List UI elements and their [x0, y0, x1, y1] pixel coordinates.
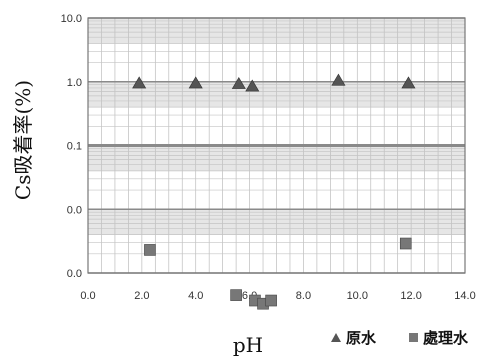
data-point-square: [399, 237, 412, 250]
data-points: [132, 73, 416, 310]
x-tick-label: 14.0: [454, 290, 475, 302]
y-axis-ticks: 0.00.00.11.010.0100.0: [61, 13, 82, 280]
data-point-triangle: [401, 76, 416, 89]
x-tick-label: 8.0: [296, 290, 311, 302]
y-tick-label: 1.0: [67, 77, 82, 89]
data-point-triangle: [231, 76, 246, 89]
y-tick-label: 0.0: [67, 268, 82, 280]
x-tick-label: 0.0: [80, 290, 95, 302]
x-tick-label: 2.0: [134, 290, 149, 302]
grid: [87, 17, 466, 274]
data-point-triangle: [132, 76, 147, 89]
data-point-square: [230, 289, 242, 301]
data-point-square: [265, 294, 277, 307]
legend-marker-square: [409, 333, 418, 342]
y-tick-label: 10.0: [61, 13, 82, 25]
legend-label-raw-water: 原水: [346, 329, 377, 347]
y-tick-label: 0.0: [67, 204, 82, 216]
legend-marker-triangle: [331, 333, 341, 342]
x-tick-label: 12.0: [400, 290, 421, 302]
y-axis-label: Cs吸着率(%): [11, 80, 35, 200]
y-tick-label: 0.1: [67, 141, 82, 153]
x-tick-label: 10.0: [347, 290, 368, 302]
x-tick-label: 4.0: [188, 290, 203, 302]
plot-border: [87, 17, 466, 274]
data-point-triangle: [331, 73, 346, 86]
x-axis-ticks: 0.02.04.06.08.010.012.014.0: [80, 290, 475, 302]
data-point-square: [144, 244, 156, 256]
legend-label-treated-water: 處理水: [423, 329, 469, 347]
data-point-triangle: [245, 79, 260, 92]
data-point-triangle: [188, 76, 203, 89]
legend: 原水 處理水: [331, 329, 469, 347]
x-axis-label: pH: [233, 333, 263, 357]
